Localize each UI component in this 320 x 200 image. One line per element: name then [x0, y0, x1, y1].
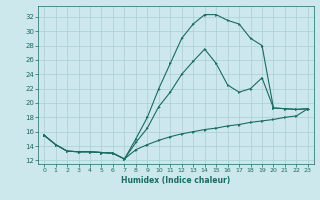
- X-axis label: Humidex (Indice chaleur): Humidex (Indice chaleur): [121, 176, 231, 185]
